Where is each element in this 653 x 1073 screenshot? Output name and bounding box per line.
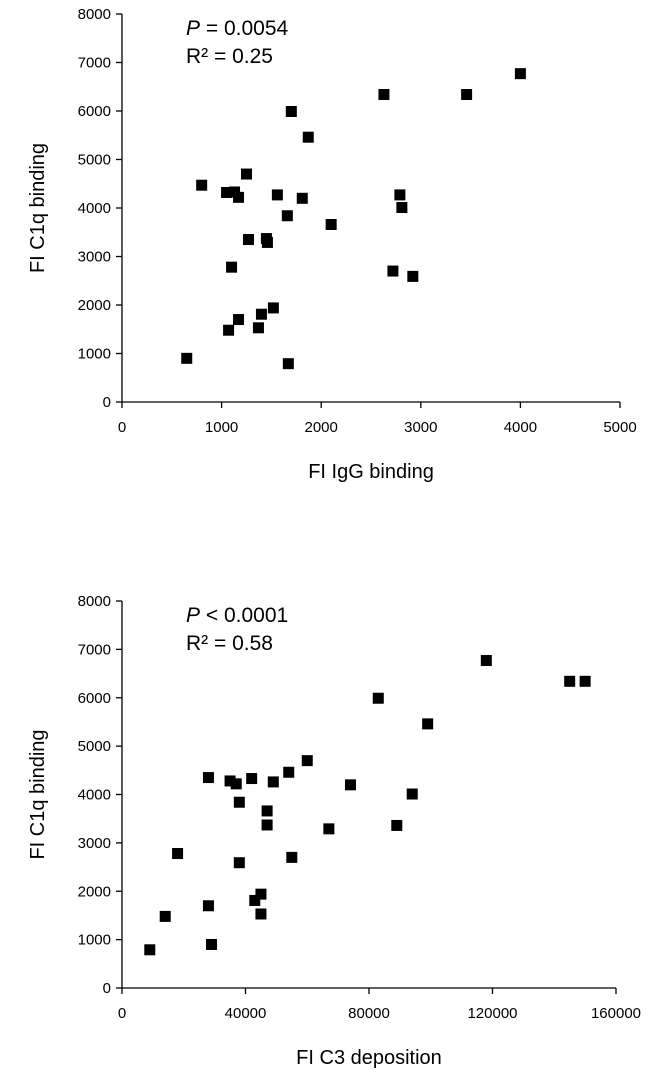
y-tick-label: 3000 xyxy=(78,249,111,266)
y-tick-label: 1000 xyxy=(78,932,111,949)
data-point xyxy=(223,324,235,336)
x-axis-title: FI C3 deposition xyxy=(296,1047,442,1069)
data-point xyxy=(391,819,403,831)
data-point xyxy=(202,772,214,784)
data-point xyxy=(255,308,267,320)
x-tick-label: 4000 xyxy=(504,419,537,436)
data-point xyxy=(514,68,526,80)
data-point xyxy=(255,908,267,920)
data-point xyxy=(281,210,293,222)
data-point xyxy=(461,89,473,101)
data-point xyxy=(226,261,238,273)
p-value-annotation: P < 0.0001 xyxy=(186,604,288,627)
data-point xyxy=(296,192,308,204)
x-tick-label: 160000 xyxy=(591,1005,641,1022)
data-point xyxy=(261,805,273,817)
data-point xyxy=(579,675,591,687)
data-point xyxy=(396,202,408,214)
data-point xyxy=(344,779,356,791)
data-point xyxy=(372,692,384,704)
data-point xyxy=(242,234,254,246)
data-point xyxy=(283,766,295,778)
y-tick-label: 5000 xyxy=(78,152,111,169)
p-value-annotation: P = 0.0054 xyxy=(186,17,288,40)
y-tick-label: 6000 xyxy=(78,103,111,120)
y-tick-label: 5000 xyxy=(78,738,111,755)
data-point xyxy=(387,265,399,277)
r-squared-annotation: R² = 0.25 xyxy=(186,45,273,68)
x-tick-label: 0 xyxy=(118,1005,126,1022)
y-tick-label: 6000 xyxy=(78,690,111,707)
y-tick-label: 3000 xyxy=(78,835,111,852)
data-point xyxy=(285,105,297,117)
y-tick-label: 2000 xyxy=(78,883,111,900)
data-point xyxy=(323,823,335,835)
y-tick-label: 2000 xyxy=(78,297,111,314)
data-point xyxy=(261,236,273,248)
data-point xyxy=(255,888,267,900)
data-point xyxy=(394,189,406,201)
data-point xyxy=(233,191,245,203)
data-point xyxy=(224,775,236,787)
data-point xyxy=(249,894,261,906)
data-point xyxy=(246,773,258,785)
data-point xyxy=(196,179,208,191)
data-point xyxy=(230,778,242,790)
data-point xyxy=(422,718,434,730)
data-point xyxy=(267,302,279,314)
data-point xyxy=(378,89,390,101)
data-point xyxy=(202,900,214,912)
y-tick-label: 0 xyxy=(103,394,111,411)
x-tick-label: 2000 xyxy=(305,419,338,436)
chart-panel-1: 0 1000 2000 3000 4000 5000 6000 7000 8000 0 1000 20… xyxy=(27,6,637,483)
data-point xyxy=(480,655,492,667)
data-point xyxy=(252,322,264,334)
data-point xyxy=(261,819,273,831)
data-point xyxy=(286,851,298,863)
y-axis-title: FI C1q binding xyxy=(27,143,49,273)
x-tick-label: 5000 xyxy=(603,419,636,436)
data-point xyxy=(301,755,313,767)
data-point xyxy=(233,314,245,326)
y-tick-label: 4000 xyxy=(78,200,111,217)
y-axis-title: FI C1q binding xyxy=(27,729,49,859)
y-tick-label: 8000 xyxy=(78,593,111,610)
data-point xyxy=(564,675,576,687)
x-tick-label: 120000 xyxy=(467,1005,517,1022)
data-point xyxy=(233,796,245,808)
r-squared-annotation: R² = 0.58 xyxy=(186,632,273,655)
y-tick-label: 1000 xyxy=(78,346,111,363)
data-point xyxy=(206,938,218,950)
x-tick-label: 40000 xyxy=(225,1005,267,1022)
data-point xyxy=(302,131,314,143)
x-tick-label: 0 xyxy=(118,419,126,436)
x-tick-label: 1000 xyxy=(205,419,238,436)
data-point xyxy=(233,857,245,869)
data-point xyxy=(267,776,279,788)
x-tick-label: 3000 xyxy=(404,419,437,436)
data-point xyxy=(181,352,193,364)
data-point xyxy=(406,788,418,800)
data-point xyxy=(325,218,337,230)
x-tick-label: 80000 xyxy=(348,1005,390,1022)
data-point xyxy=(282,358,294,370)
y-tick-label: 8000 xyxy=(78,6,111,23)
y-tick-label: 7000 xyxy=(78,641,111,658)
y-tick-label: 7000 xyxy=(78,55,111,72)
data-point xyxy=(241,168,252,180)
y-tick-label: 0 xyxy=(103,980,111,997)
data-point xyxy=(144,944,156,956)
x-axis-title: FI IgG binding xyxy=(308,461,434,483)
data-point xyxy=(407,270,419,282)
data-point xyxy=(221,186,233,198)
data-point xyxy=(271,189,283,201)
y-tick-label: 4000 xyxy=(78,787,111,804)
data-point xyxy=(159,910,171,922)
data-point xyxy=(172,848,184,860)
